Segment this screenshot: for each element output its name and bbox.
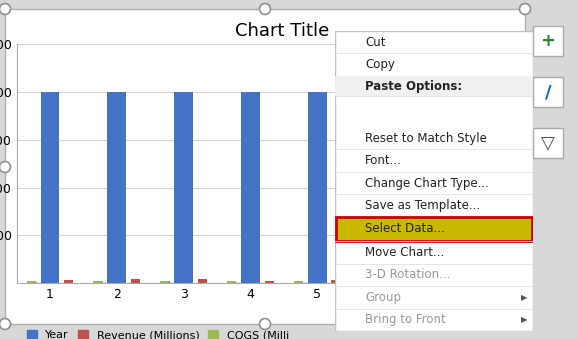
Circle shape bbox=[260, 319, 271, 330]
Text: ▶: ▶ bbox=[521, 315, 527, 324]
Text: Group: Group bbox=[365, 291, 401, 304]
Bar bbox=[5, 9, 525, 324]
Bar bbox=[375, 92, 394, 283]
Text: ▶: ▶ bbox=[521, 293, 527, 302]
Bar bbox=[175, 92, 193, 283]
Bar bbox=[308, 92, 327, 283]
Text: Font...: Font... bbox=[365, 154, 402, 167]
FancyBboxPatch shape bbox=[533, 128, 563, 158]
Circle shape bbox=[260, 3, 271, 15]
Bar bbox=[198, 279, 207, 283]
Bar bbox=[227, 281, 236, 283]
Text: Copy: Copy bbox=[365, 58, 395, 71]
Circle shape bbox=[520, 3, 531, 15]
Bar bbox=[241, 92, 260, 283]
Text: Reset to Match Style: Reset to Match Style bbox=[365, 132, 487, 145]
Circle shape bbox=[520, 319, 531, 330]
Text: Bring to Front: Bring to Front bbox=[365, 313, 446, 326]
Bar bbox=[265, 281, 274, 283]
Text: ∕: ∕ bbox=[544, 83, 551, 101]
Circle shape bbox=[0, 161, 10, 173]
Bar bbox=[64, 280, 73, 283]
Bar bbox=[294, 281, 303, 283]
FancyBboxPatch shape bbox=[533, 26, 563, 56]
Bar bbox=[108, 92, 126, 283]
Text: Cut: Cut bbox=[365, 36, 386, 49]
Text: Chart Title: Chart Title bbox=[235, 22, 329, 40]
Text: 3-D Rotation...: 3-D Rotation... bbox=[365, 268, 450, 281]
Legend: Year, Revenue (Millions), COGS (Milli: Year, Revenue (Millions), COGS (Milli bbox=[22, 326, 294, 339]
Bar bbox=[131, 279, 140, 283]
Bar bbox=[335, 76, 533, 96]
FancyBboxPatch shape bbox=[533, 77, 563, 107]
Bar bbox=[160, 281, 170, 283]
Circle shape bbox=[520, 161, 531, 173]
Circle shape bbox=[0, 3, 10, 15]
Bar bbox=[40, 92, 60, 283]
Circle shape bbox=[0, 319, 10, 330]
Text: Select Data...: Select Data... bbox=[365, 222, 444, 236]
Bar bbox=[398, 280, 407, 283]
Text: Change Chart Type...: Change Chart Type... bbox=[365, 177, 489, 190]
Text: +: + bbox=[540, 32, 555, 50]
Bar bbox=[361, 281, 370, 283]
Text: ▽: ▽ bbox=[541, 134, 555, 152]
Text: Save as Template...: Save as Template... bbox=[365, 199, 480, 212]
Bar bbox=[94, 281, 103, 283]
Bar bbox=[331, 280, 341, 283]
Bar bbox=[27, 281, 36, 283]
Text: Paste Options:: Paste Options: bbox=[365, 80, 462, 93]
Bar bbox=[336, 217, 532, 241]
Text: Move Chart...: Move Chart... bbox=[365, 246, 444, 259]
